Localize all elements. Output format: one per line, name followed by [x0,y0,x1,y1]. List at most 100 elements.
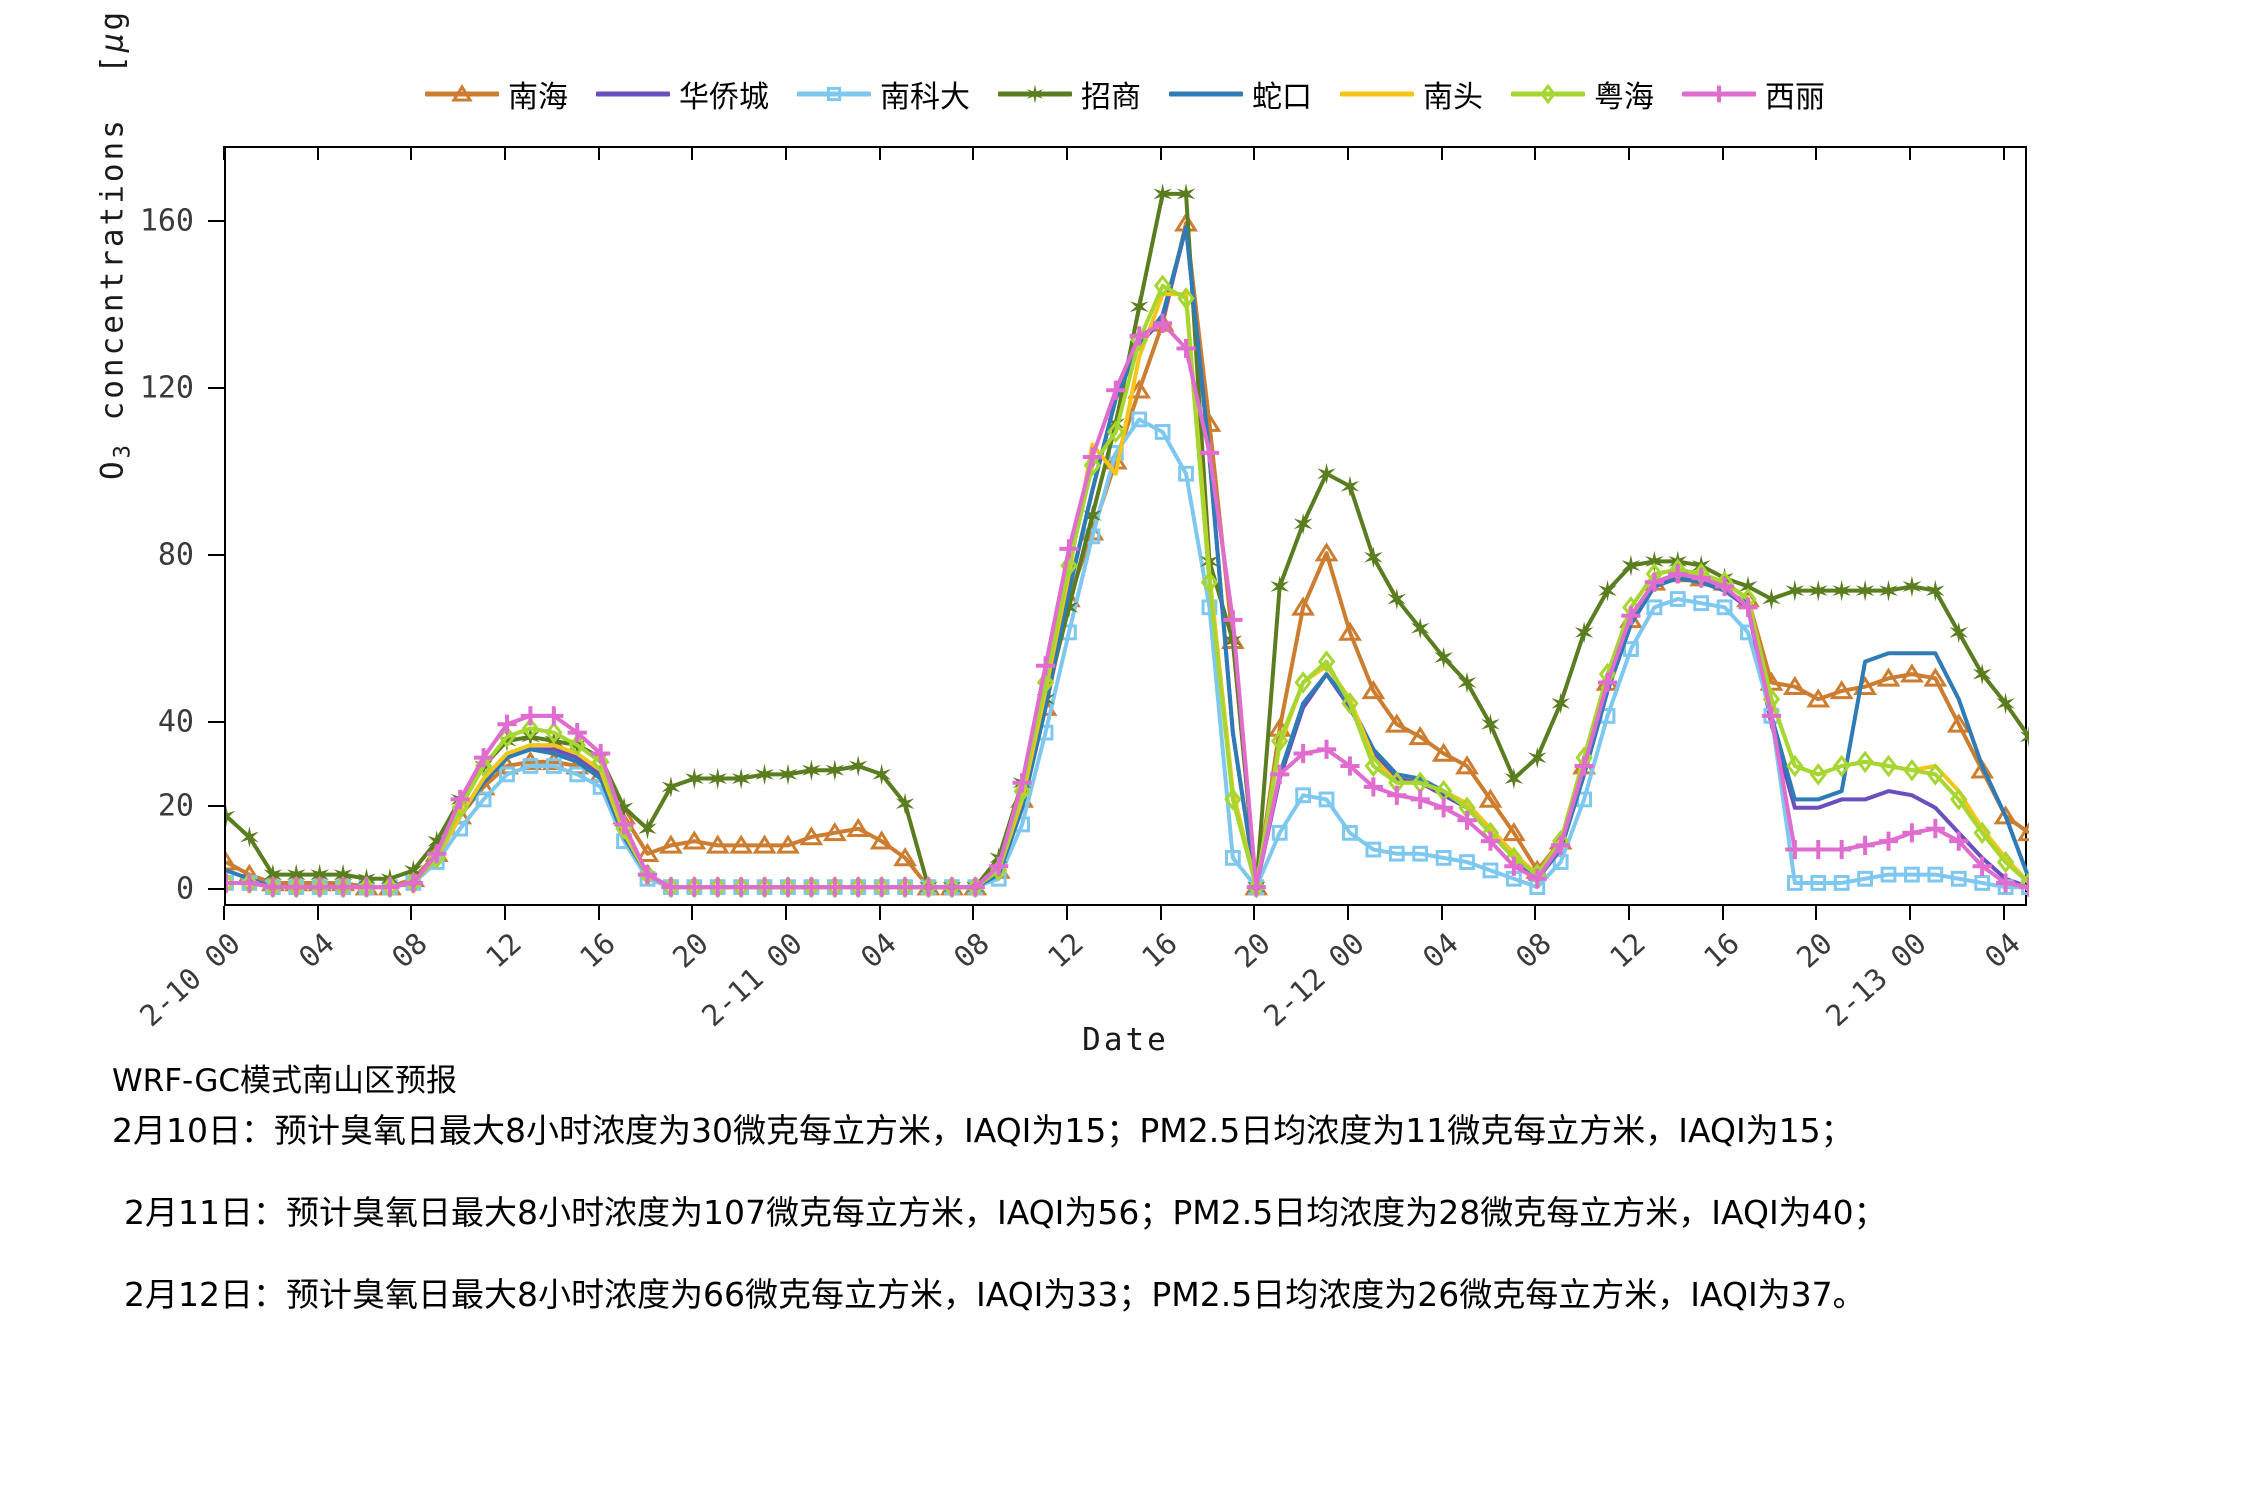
y-tick-mark [208,220,224,223]
data-point [635,842,660,863]
data-point [1973,821,1991,845]
x-tick-mark-top [784,146,787,160]
legend-swatch-none-icon [1169,81,1243,107]
data-point [1434,798,1454,818]
x-tick-mark-top [1159,146,1162,160]
data-point [1107,420,1125,444]
data-point [499,766,515,783]
data-point [1131,411,1148,428]
data-point [2017,821,2029,842]
data-point [1246,877,1266,897]
x-tick-mark [1721,906,1724,920]
data-point [1738,575,1758,598]
data-point [1223,610,1243,630]
legend-swatch-triangle-icon [425,81,499,107]
data-point [1291,596,1316,616]
data-point [1995,873,2016,893]
data-point [1623,641,1639,657]
legend-item-2[interactable]: 华侨城 [596,72,769,116]
data-point [1809,763,1827,786]
data-point [473,748,494,768]
legend-marker-diamond-icon [1540,83,1556,105]
data-point [1364,754,1383,778]
y-tick-label: 160 [139,203,194,239]
data-point [1855,579,1875,602]
legend-marker-star-icon [1026,84,1044,104]
data-point [658,834,683,854]
x-tick-mark-top [691,146,694,160]
data-point [1551,692,1571,715]
x-tick-mark-top [1908,146,1911,160]
data-point [475,791,492,808]
data-point [1342,824,1358,841]
legend-item-5[interactable]: 蛇口 [1169,72,1312,116]
data-point [1950,788,1968,811]
data-point [1808,579,1828,602]
data-point [1645,550,1664,573]
data-point [520,706,541,726]
data-point [1761,706,1782,726]
y-tick-label: 80 [157,537,194,573]
data-point [1855,835,1875,855]
x-tick-mark [1908,906,1911,920]
data-point [310,863,330,886]
data-point [1035,656,1056,676]
y-tick-mark [208,888,224,891]
series-line [226,417,2029,890]
data-point [872,763,891,786]
legend-label: 南科大 [880,80,970,115]
legend-label: 南头 [1423,80,1483,115]
data-point [1879,754,1898,778]
legend-item-1[interactable]: 南海 [425,72,568,116]
data-point [1810,875,1827,891]
plot-svg [226,183,2029,899]
data-point [1129,326,1149,346]
x-tick-mark-top [1440,146,1443,160]
data-point [226,871,235,895]
data-point [1970,759,1995,779]
data-point [1786,754,1804,778]
legend-item-6[interactable]: 南头 [1340,72,1483,116]
data-point [1832,579,1852,602]
data-point [521,717,540,740]
legend-label: 蛇口 [1252,80,1312,115]
data-point [872,877,892,897]
series-1 [226,212,2029,896]
data-point [848,755,868,777]
data-point [1478,788,1503,808]
data-point [1946,713,1971,733]
data-point [1083,454,1102,477]
legend-line [596,91,670,97]
data-point [1059,596,1079,619]
series-5 [226,225,2029,890]
data-point [1527,746,1547,769]
x-tick-mark [1815,906,1818,920]
data-point [846,817,871,837]
data-point [497,730,517,752]
data-point [684,877,704,897]
data-point [1716,599,1733,616]
legend-item-7[interactable]: 粤海 [1511,72,1654,116]
x-tick-mark [597,906,600,920]
y-tick-label: 20 [157,788,194,824]
data-point [1598,579,1617,602]
data-point [684,767,704,790]
data-point [1363,777,1383,797]
data-point [1176,338,1196,359]
data-point [263,877,283,897]
data-point [1832,839,1852,860]
data-point [752,834,777,854]
legend-item-4[interactable]: 招商 [998,72,1141,116]
data-point [1621,554,1641,577]
x-tick-mark [410,906,413,920]
data-point [2020,871,2029,895]
data-point [1271,729,1289,753]
data-point [1317,650,1336,673]
x-tick-mark-top [316,146,319,160]
legend-item-3[interactable]: 南科大 [797,72,970,116]
series-4 [226,183,2029,898]
data-point [1949,831,1969,851]
legend-item-8[interactable]: 西丽 [1682,72,1825,116]
data-point [1925,819,1945,839]
